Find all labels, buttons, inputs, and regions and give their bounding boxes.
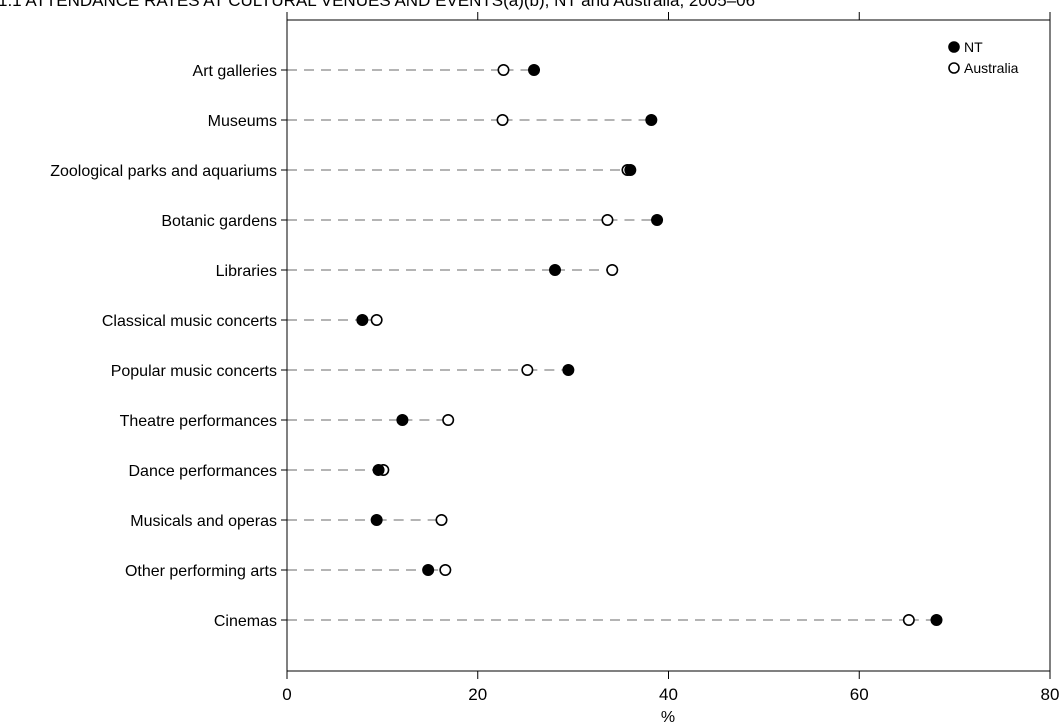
point-australia-botanic-gardens: [601, 214, 614, 227]
point-nt-botanic-gardens: [651, 214, 664, 227]
point-australia-cinemas: [902, 613, 915, 626]
category-label-cinemas: Cinemas: [214, 613, 277, 630]
point-nt-other-performing-arts: [422, 563, 435, 576]
x-tick-label-0: 0: [282, 685, 291, 704]
point-nt-dance-performances: [372, 463, 385, 476]
chart-title: 1.1 ATTENDANCE RATES AT CULTURAL VENUES …: [0, 0, 755, 10]
legend-marker-nt: [948, 41, 960, 53]
point-australia-musicals-and-operas: [435, 513, 448, 526]
legend: NT Australia: [948, 39, 1019, 76]
x-axis-label: %: [661, 709, 675, 726]
connector-lines: [362, 69, 937, 621]
x-tick-label-60: 60: [850, 685, 869, 704]
data-points: [356, 64, 943, 626]
category-label-art-galleries: Art galleries: [193, 63, 277, 80]
point-nt-museums: [645, 114, 658, 127]
point-australia-classical-music-concerts: [370, 313, 383, 326]
legend-label-nt: NT: [964, 39, 983, 55]
x-tick-label-40: 40: [659, 685, 678, 704]
category-label-botanic-gardens: Botanic gardens: [161, 213, 277, 230]
category-label-classical-music-concerts: Classical music concerts: [102, 313, 277, 330]
point-nt-cinemas: [930, 613, 943, 626]
point-australia-theatre-performances: [442, 413, 455, 426]
category-label-museums: Museums: [208, 113, 277, 130]
point-australia-libraries: [606, 263, 619, 276]
point-australia-popular-music-concerts: [521, 363, 534, 376]
category-label-theatre-performances: Theatre performances: [120, 413, 277, 430]
guide-lines: [287, 69, 909, 621]
category-label-musicals-and-operas: Musicals and operas: [130, 513, 277, 530]
point-nt-libraries: [549, 263, 562, 276]
category-label-zoological-parks-and-aquariums: Zoological parks and aquariums: [50, 163, 277, 180]
legend-marker-australia: [948, 62, 960, 74]
plot-frame: [286, 19, 1051, 672]
category-label-other-performing-arts: Other performing arts: [125, 563, 277, 580]
point-nt-theatre-performances: [396, 413, 409, 426]
category-labels: Art galleries Museums Zoological parks and…: [50, 63, 277, 630]
point-australia-other-performing-arts: [439, 563, 452, 576]
point-nt-popular-music-concerts: [562, 363, 575, 376]
point-nt-musicals-and-operas: [370, 513, 383, 526]
x-axis-ticks: 0 20 40 60 80: [281, 12, 1059, 704]
x-tick-label-80: 80: [1041, 685, 1060, 704]
legend-label-australia: Australia: [964, 60, 1019, 76]
point-australia-art-galleries: [497, 64, 510, 77]
x-tick-label-20: 20: [468, 685, 487, 704]
category-label-popular-music-concerts: Popular music concerts: [111, 363, 277, 380]
category-label-dance-performances: Dance performances: [128, 463, 277, 480]
point-nt-art-galleries: [528, 64, 541, 77]
point-nt-classical-music-concerts: [356, 313, 369, 326]
point-nt-zoological-parks-and-aquariums: [624, 164, 637, 177]
point-australia-museums: [496, 114, 509, 127]
category-label-libraries: Libraries: [216, 263, 277, 280]
